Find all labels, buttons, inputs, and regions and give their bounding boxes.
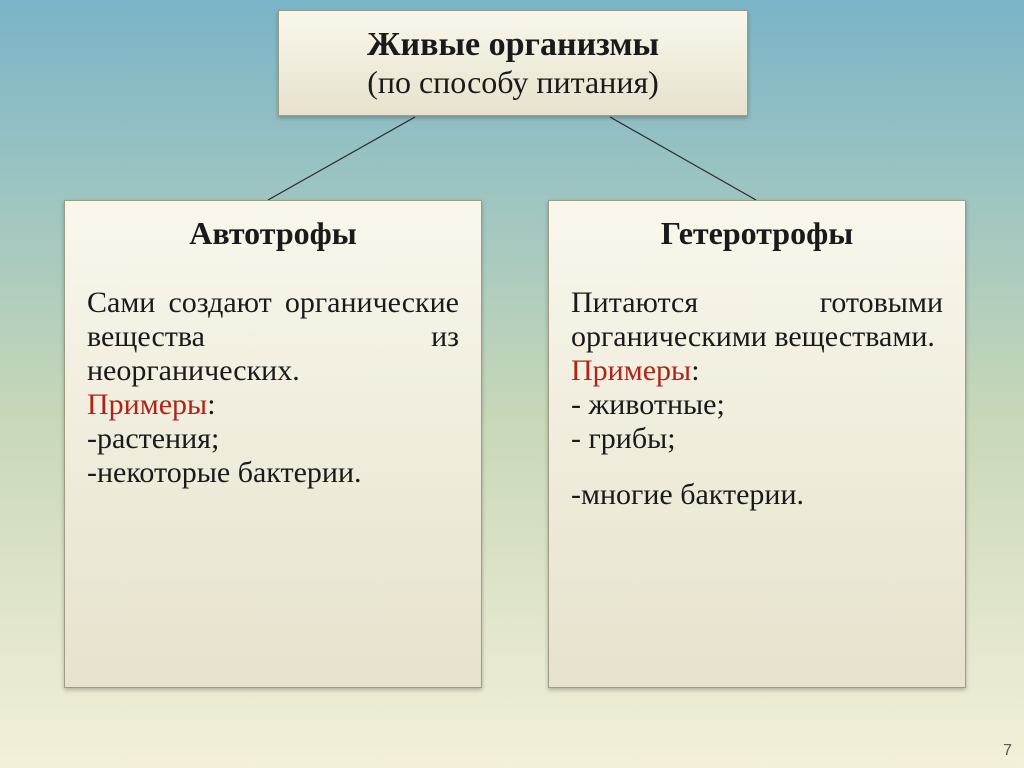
list-item: некоторые бактерии. (87, 456, 459, 490)
heterotrophs-box: Гетеротрофы Питаются готовыми органическ… (548, 200, 966, 688)
examples-label-text: Примеры (87, 388, 207, 421)
colon: : (691, 354, 699, 387)
list-item: животные; (571, 388, 943, 422)
examples-label-text: Примеры (571, 354, 691, 387)
header-title: Живые организмы (301, 26, 725, 64)
heterotrophs-examples-list: животные; грибы; (571, 388, 943, 456)
autotrophs-examples-list: растения; некоторые бактерии. (87, 422, 459, 490)
slide-number: 7 (1003, 742, 1012, 760)
colon: : (207, 388, 215, 421)
heterotrophs-title: Гетеротрофы (571, 215, 943, 252)
heterotrophs-description: Питаются готовыми органическими вещества… (571, 286, 943, 354)
header-box: Живые организмы (по способу питания) (278, 10, 748, 116)
autotrophs-title: Автотрофы (87, 215, 459, 252)
autotrophs-examples-label: Примеры: (87, 388, 459, 422)
list-item: грибы; (571, 422, 943, 456)
heterotrophs-examples-extra: многие бактерии. (571, 478, 943, 512)
autotrophs-box: Автотрофы Сами создают органические веще… (64, 200, 482, 688)
header-subtitle: (по способу питания) (301, 64, 725, 101)
list-item: растения; (87, 422, 459, 456)
heterotrophs-examples-label: Примеры: (571, 354, 943, 388)
list-item: многие бактерии. (571, 478, 943, 512)
autotrophs-description: Сами создают органические вещества из не… (87, 286, 459, 388)
